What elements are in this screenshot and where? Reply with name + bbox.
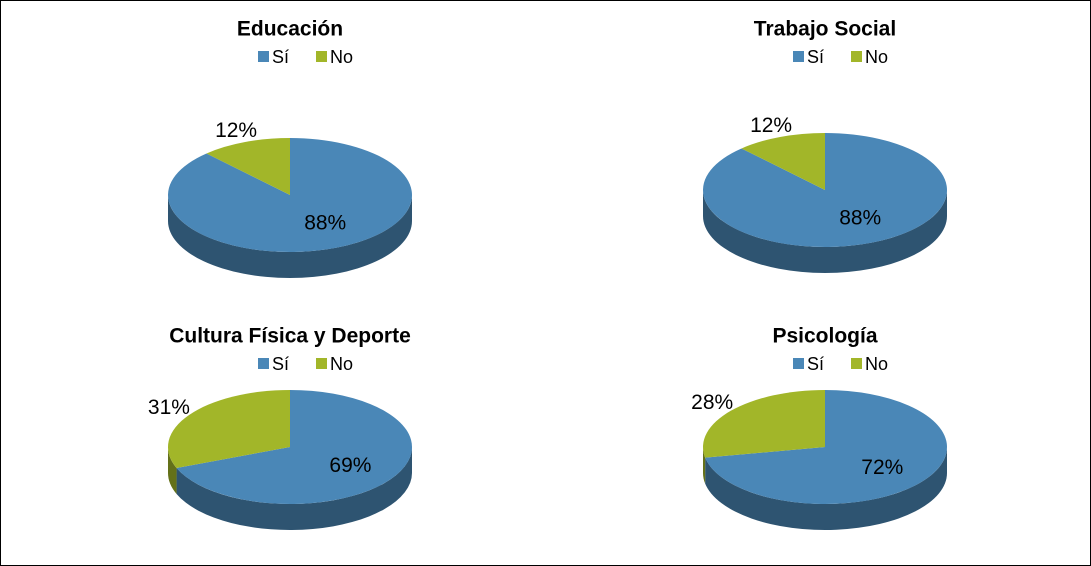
legend-swatch <box>793 358 804 369</box>
data-label: 69% <box>329 454 371 477</box>
pie-side <box>168 447 177 494</box>
pie-side <box>703 190 947 273</box>
legend-label: No <box>865 354 888 374</box>
data-label: 12% <box>215 119 257 142</box>
pie-slice <box>741 133 825 190</box>
chart-title: Psicología <box>772 325 877 348</box>
pie-slice <box>168 390 290 468</box>
pie-slice <box>703 390 825 458</box>
data-label: 12% <box>750 114 792 137</box>
legend-label: No <box>330 354 353 374</box>
pie-slice <box>206 138 290 195</box>
pie-slice <box>702 133 947 248</box>
legend-swatch <box>258 358 269 369</box>
data-label: 72% <box>861 456 903 479</box>
pie-side <box>703 447 706 484</box>
pie-side <box>176 447 412 530</box>
data-label: 31% <box>148 396 190 419</box>
chart-title: Educación <box>237 18 343 41</box>
pie-slice <box>705 390 947 504</box>
pie-side <box>168 195 412 278</box>
legend-swatch <box>316 51 327 62</box>
legend-swatch <box>793 51 804 62</box>
legend-label: Sí <box>272 354 289 374</box>
legend-label: Sí <box>807 47 824 67</box>
legend-swatch <box>258 51 269 62</box>
legend-swatch <box>851 358 862 369</box>
legend-swatch <box>316 358 327 369</box>
chart-title: Cultura Física y Deporte <box>169 325 411 348</box>
legend-label: Sí <box>272 47 289 67</box>
chart-title: Trabajo Social <box>754 18 896 41</box>
legend-label: No <box>330 47 353 67</box>
pie-slice <box>168 138 413 252</box>
pie-side <box>705 447 947 531</box>
data-label: 88% <box>304 211 346 234</box>
pie-slice <box>176 390 412 504</box>
legend-label: No <box>865 47 888 67</box>
data-label: 28% <box>691 391 733 414</box>
legend-swatch <box>851 51 862 62</box>
data-label: 88% <box>839 206 881 229</box>
legend-label: Sí <box>807 354 824 374</box>
